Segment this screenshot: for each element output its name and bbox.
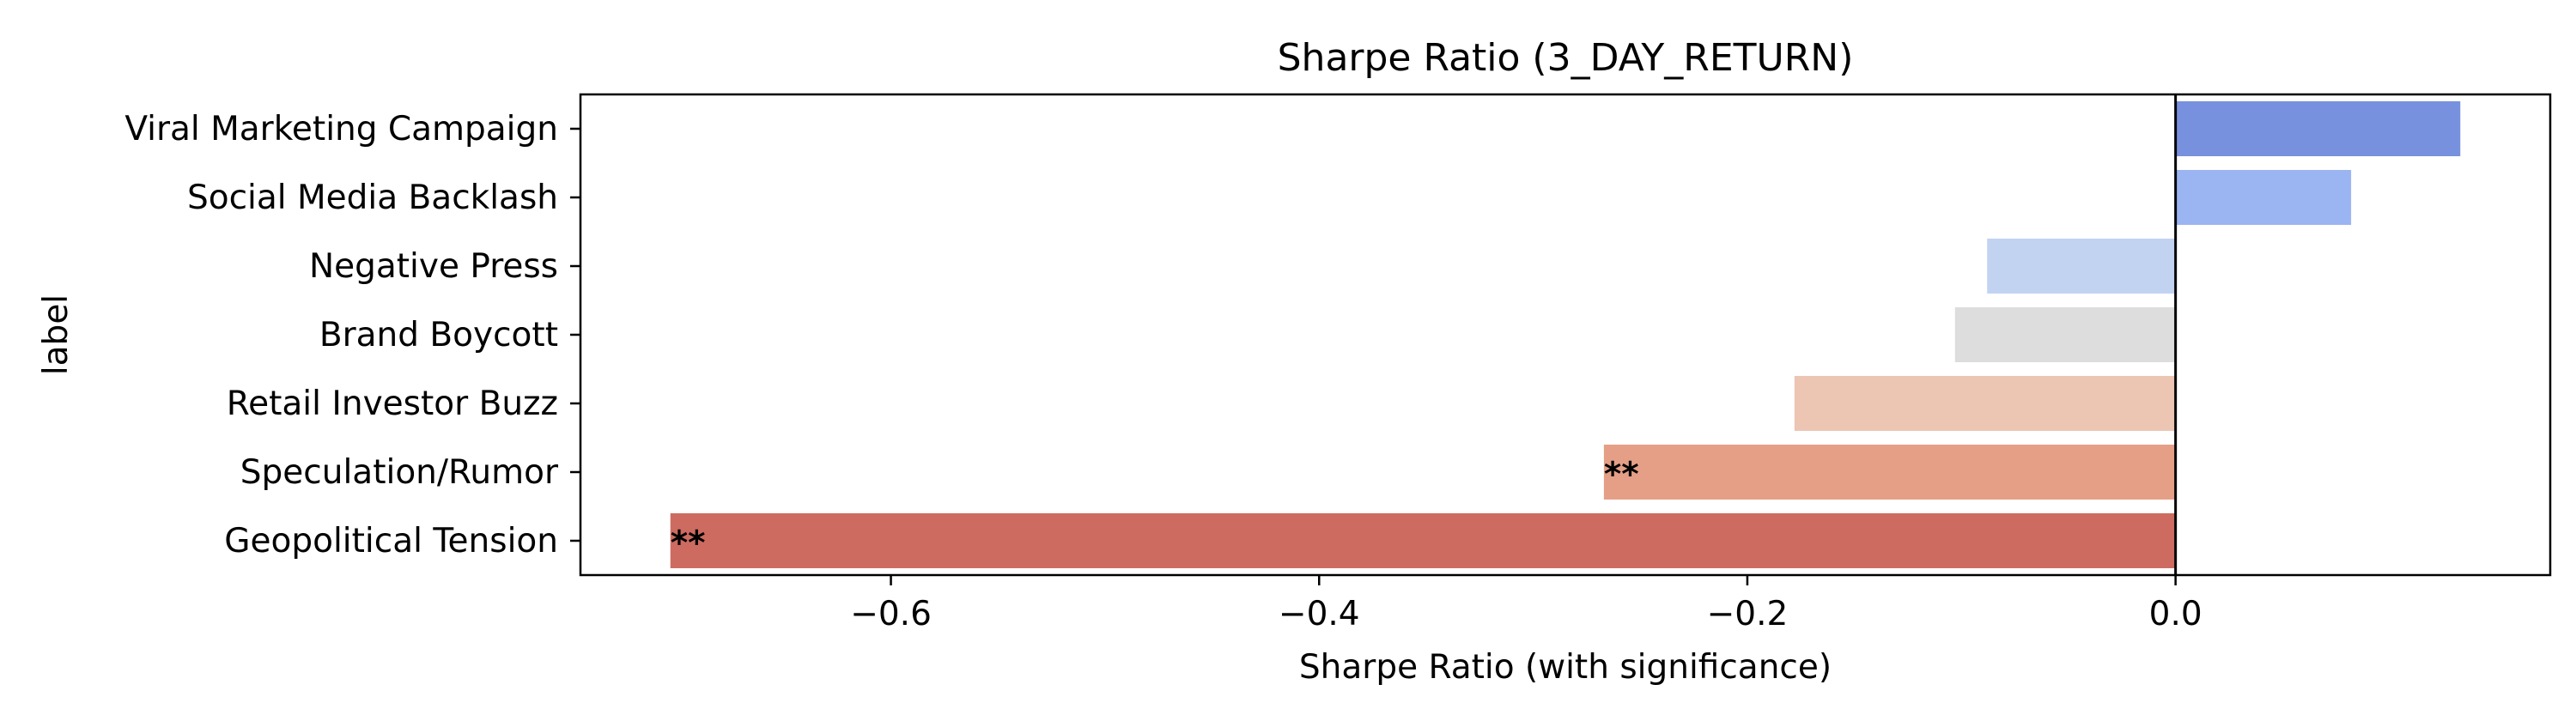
category-label: Speculation/Rumor bbox=[240, 453, 559, 492]
bar-4 bbox=[1954, 307, 2176, 362]
chart-title: Sharpe Ratio (3_DAY_RETURN) bbox=[1278, 36, 1854, 80]
x-tick-label: −0.4 bbox=[1279, 595, 1360, 633]
significance-marker: ** bbox=[1604, 456, 1639, 494]
bar-7 bbox=[670, 513, 2176, 568]
y-axis-label: label bbox=[37, 294, 76, 375]
category-label: Negative Press bbox=[309, 247, 558, 286]
significance-marker: ** bbox=[671, 524, 706, 563]
category-label: Social Media Backlash bbox=[187, 179, 558, 217]
bars-layer bbox=[670, 101, 2461, 568]
y-axis-ticks: Viral Marketing Campaign Social Media Bac… bbox=[125, 110, 580, 560]
category-label: Geopolitical Tension bbox=[224, 522, 558, 560]
category-label: Viral Marketing Campaign bbox=[125, 110, 558, 148]
category-label: Retail Investor Buzz bbox=[227, 385, 558, 423]
bar-3 bbox=[1987, 239, 2176, 294]
x-axis-label: Sharpe Ratio (with significance) bbox=[1299, 648, 1832, 687]
bar-2 bbox=[2175, 170, 2352, 225]
bar-5 bbox=[1794, 376, 2176, 431]
category-label: Brand Boycott bbox=[319, 316, 558, 354]
plot-frame bbox=[579, 93, 2552, 577]
x-axis-ticks: −0.6 −0.4 −0.2 0.0 bbox=[850, 575, 2202, 633]
x-tick-label: −0.2 bbox=[1707, 595, 1789, 633]
bar-1 bbox=[2175, 101, 2461, 156]
x-tick-label: 0.0 bbox=[2149, 595, 2202, 633]
x-tick-label: −0.6 bbox=[850, 595, 932, 633]
significance-annotations: ** ** bbox=[671, 456, 1639, 563]
bar-6 bbox=[1603, 445, 2176, 500]
